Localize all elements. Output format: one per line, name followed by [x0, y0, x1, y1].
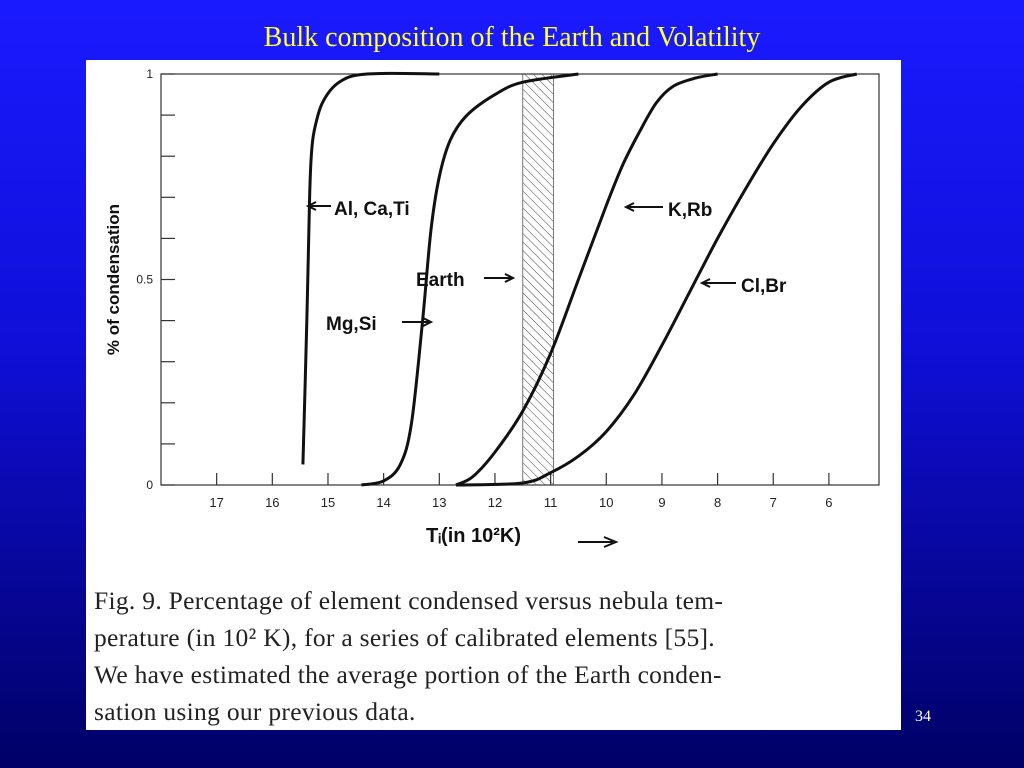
y-tick-label: 1 — [146, 67, 153, 81]
slide-title: Bulk composition of the Earth and Volati… — [263, 22, 761, 53]
figure-panel: 0 0.5 1 17 16 15 14 13 12 11 10 9 8 7 6 % of condensati… — [86, 60, 901, 730]
condensation-chart: 0 0.5 1 17 16 15 14 13 12 11 10 9 8 7 6 % of condensati… — [104, 67, 880, 548]
x-tick-label: 6 — [825, 495, 832, 510]
x-tick-label: 10 — [599, 495, 613, 510]
curve-cl-br — [455, 72, 858, 487]
x-tick-label: 17 — [209, 495, 223, 510]
annotation-cl-br: Cl,Br — [741, 276, 787, 297]
x-tick-label: 13 — [432, 495, 446, 510]
x-tick-label: 14 — [376, 495, 390, 510]
annotation-al-ca-ti-arrow — [305, 201, 331, 211]
annotation-mg-si: Mg,Si — [326, 314, 377, 335]
x-axis-arrow — [578, 536, 619, 548]
caption-line: Fig. 9. Percentage of element condensed … — [94, 586, 724, 615]
curve-mg-si — [361, 72, 579, 487]
figure-caption: Fig. 9. Percentage of element condensed … — [94, 582, 894, 730]
annotation-earth: Earth — [416, 270, 465, 291]
annotation-cl-br-arrow — [699, 278, 736, 288]
y-tick-label: 0.5 — [136, 273, 153, 287]
annotation-mg-si-arrow — [402, 317, 434, 327]
curve-k-rb — [455, 72, 718, 487]
x-tick-label: 9 — [658, 495, 665, 510]
caption-line: perature (in 10² K), for a series of cal… — [94, 623, 715, 652]
earth-band — [522, 73, 554, 486]
annotation-earth-arrow — [484, 273, 516, 283]
x-tick-label: 11 — [544, 495, 558, 510]
annotation-k-rb-arrow — [623, 202, 663, 212]
x-tick-label: 12 — [488, 495, 502, 510]
caption-line: sation using our previous data. — [94, 697, 416, 726]
x-tick-label: 16 — [265, 495, 279, 510]
x-axis-label: Tᵢ(in 10²K) — [426, 525, 521, 547]
x-tick-label: 15 — [321, 495, 335, 510]
y-tick-label: 0 — [146, 478, 153, 492]
y-axis-label: % of condensation — [104, 204, 123, 355]
slide-number: 34 — [915, 708, 931, 725]
curve-al-ca-ti — [301, 71, 440, 465]
x-tick-label: 8 — [714, 495, 721, 510]
annotation-al-ca-ti: Al, Ca,Ti — [334, 199, 410, 220]
caption-line: We have estimated the average portion of… — [94, 660, 722, 689]
x-tick-label: 7 — [770, 495, 777, 510]
annotation-k-rb: K,Rb — [668, 200, 712, 221]
